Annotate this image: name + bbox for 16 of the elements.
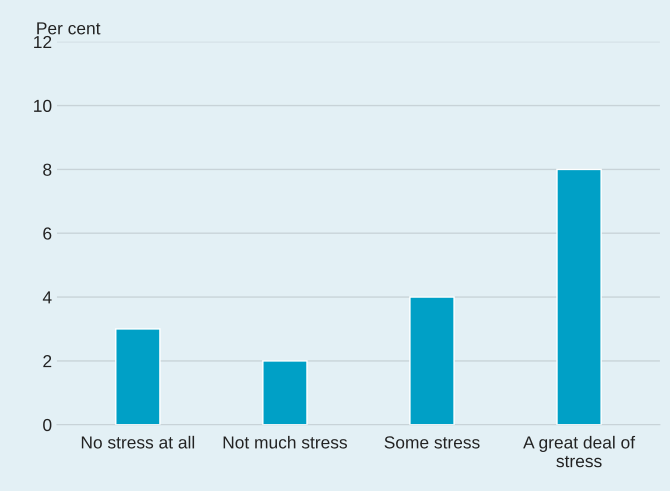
y-tick-label: 8: [43, 164, 52, 176]
y-tick-label: 0: [43, 418, 52, 432]
y-axis-title: Per cent: [37, 22, 100, 34]
y-tick-label: 4: [42, 291, 52, 304]
y-tick-label: 2: [43, 355, 52, 368]
x-tick-label: A great deal of stress: [523, 436, 636, 468]
x-tick-label: Not much stress: [224, 436, 347, 449]
y-tick-label: 10: [34, 100, 52, 112]
bar: [556, 168, 602, 425]
bar: [262, 360, 308, 425]
y-tick-label: 6: [43, 227, 52, 240]
bar: [409, 296, 455, 425]
x-tick-label: No stress at all: [82, 436, 194, 449]
y-tick-label: 12: [34, 36, 52, 48]
x-tick-label: Some stress: [384, 436, 480, 449]
bar: [115, 328, 161, 425]
